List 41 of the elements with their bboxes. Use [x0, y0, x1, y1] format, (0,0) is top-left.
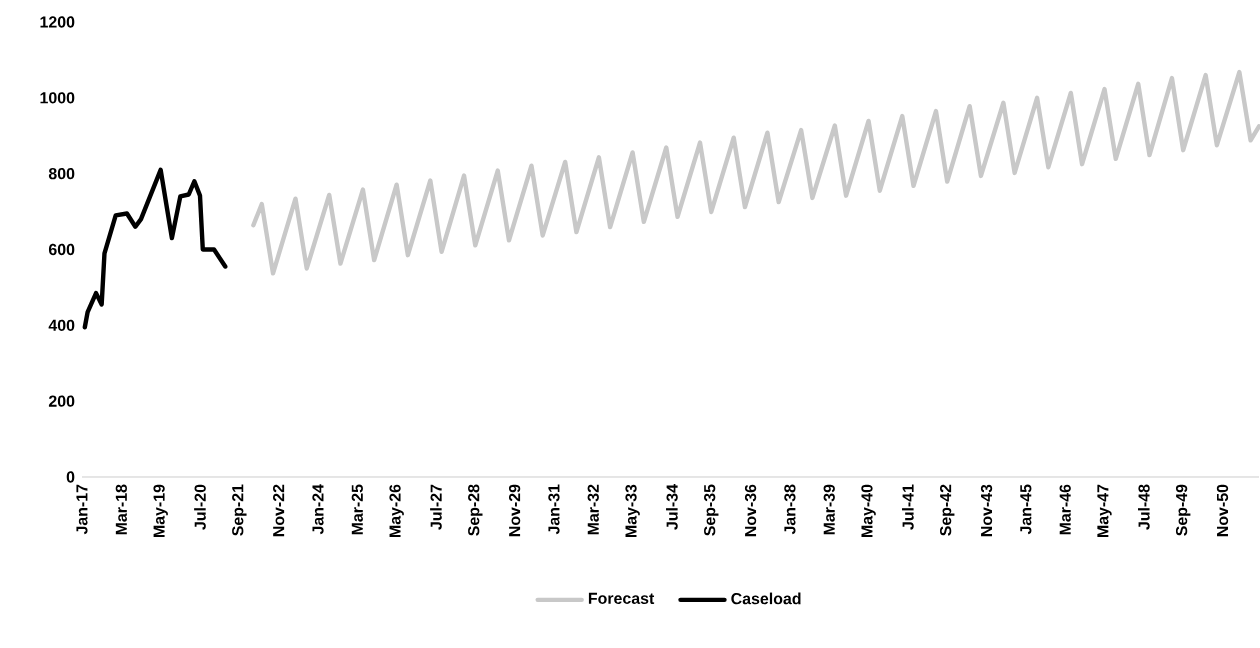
- legend-label: Forecast: [588, 592, 655, 604]
- x-tick-label: Jul-20: [194, 484, 206, 530]
- x-tick-label: May-33: [625, 484, 640, 538]
- x-tick-label: Nov-43: [980, 484, 993, 537]
- x-tick-label: May-47: [1097, 484, 1112, 538]
- y-tick-label: 1000: [40, 92, 75, 104]
- x-tick-label: Nov-22: [273, 484, 285, 537]
- x-tick-label: Jan-24: [312, 484, 324, 535]
- x-tick-label: May-26: [389, 484, 404, 538]
- line-series: [82, 167, 228, 330]
- x-tick-label: Nov-50: [1216, 484, 1229, 537]
- x-tick-label: Mar-32: [587, 484, 599, 535]
- x-tick-label: Nov-36: [744, 484, 757, 537]
- line-series: [251, 69, 1260, 276]
- x-tick-label: Sep-49: [1175, 484, 1191, 536]
- y-tick-label: 600: [48, 243, 75, 256]
- x-tick-label: Mar-18: [115, 484, 127, 535]
- x-tick-label: Jan-17: [76, 484, 88, 535]
- x-tick-label: Sep-35: [704, 484, 719, 536]
- x-tick-label: Sep-28: [468, 484, 483, 536]
- y-tick-label: 400: [48, 319, 75, 331]
- x-tick-label: Jul-27: [430, 484, 442, 530]
- x-tick-label: Nov-29: [508, 484, 521, 537]
- x-tick-label: Jul-34: [666, 484, 678, 530]
- x-tick-label: Jul-41: [902, 484, 914, 530]
- x-tick-label: Mar-39: [823, 484, 835, 535]
- y-tick-label: 0: [66, 471, 75, 483]
- x-tick-label: Mar-46: [1059, 484, 1071, 535]
- legend-label: Caseload: [731, 592, 801, 605]
- x-tick-label: May-40: [861, 484, 876, 538]
- x-tick-label: Jan-31: [548, 484, 560, 535]
- x-tick-label: Mar-25: [351, 484, 363, 535]
- x-tick-label: Sep-21: [232, 484, 247, 536]
- y-tick-label: 200: [48, 395, 75, 407]
- y-tick-label: 1200: [40, 16, 75, 28]
- x-tick-label: Jul-48: [1137, 484, 1150, 530]
- x-tick-label: May-19: [153, 484, 168, 538]
- x-tick-label: Jan-45: [1020, 484, 1032, 535]
- x-tick-label: Sep-42: [939, 484, 955, 536]
- x-tick-label: Jan-38: [784, 484, 796, 535]
- y-tick-label: 800: [48, 168, 75, 180]
